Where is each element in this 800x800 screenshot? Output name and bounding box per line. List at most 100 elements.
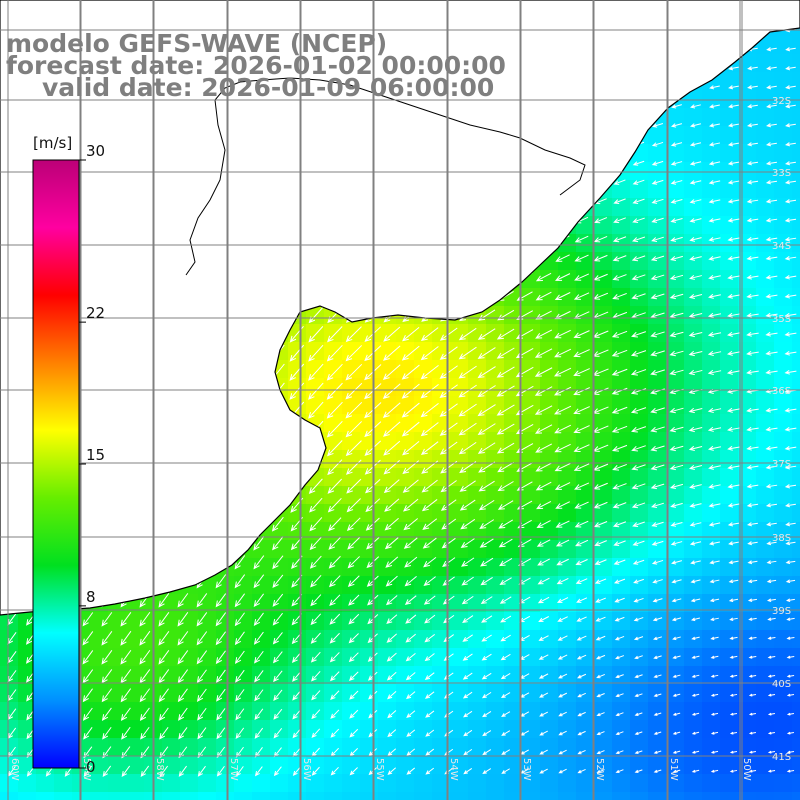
wind-cell bbox=[720, 684, 739, 703]
wind-arrow bbox=[631, 293, 646, 300]
wind-cell bbox=[774, 360, 793, 379]
wind-cell bbox=[576, 774, 595, 793]
wind-cell bbox=[522, 666, 541, 685]
wind-arrow bbox=[669, 369, 684, 376]
wind-cell bbox=[540, 288, 559, 307]
wind-arrow bbox=[728, 66, 739, 71]
wind-cell bbox=[594, 270, 613, 289]
wind-cell bbox=[306, 774, 325, 793]
wind-cell bbox=[756, 396, 775, 415]
wind-arrow bbox=[688, 312, 703, 319]
wind-cell bbox=[630, 324, 649, 343]
wind-arrow bbox=[746, 350, 759, 356]
wind-cell bbox=[270, 648, 289, 667]
wind-cell bbox=[720, 72, 739, 91]
wind-cell bbox=[738, 594, 757, 613]
wind-arrow bbox=[688, 369, 703, 376]
wind-arrow bbox=[308, 363, 324, 381]
wind-cell bbox=[90, 702, 109, 721]
wind-cell bbox=[720, 378, 739, 397]
wind-cell bbox=[450, 594, 469, 613]
wind-arrow bbox=[158, 611, 170, 627]
wind-arrow bbox=[611, 387, 628, 395]
wind-cell bbox=[378, 450, 397, 469]
wind-cell bbox=[0, 792, 19, 800]
wind-cell bbox=[432, 648, 451, 667]
wind-cell bbox=[288, 558, 307, 577]
wind-cell bbox=[396, 594, 415, 613]
wind-arrow bbox=[420, 422, 439, 437]
wind-cell bbox=[360, 792, 379, 800]
wind-cell bbox=[774, 36, 793, 55]
wind-arrow bbox=[688, 464, 703, 470]
wind-cell bbox=[306, 360, 325, 379]
wind-cell bbox=[792, 360, 800, 379]
wind-arrow bbox=[308, 478, 323, 494]
wind-cell bbox=[522, 540, 541, 559]
wind-arrow bbox=[632, 236, 646, 243]
wind-arrow bbox=[425, 767, 435, 775]
wind-arrow bbox=[120, 630, 132, 646]
wind-arrow bbox=[632, 217, 645, 224]
wind-cell bbox=[738, 738, 757, 757]
wind-cell bbox=[432, 414, 451, 433]
wind-arrow bbox=[120, 611, 132, 627]
wind-cell bbox=[126, 756, 145, 775]
wind-cell bbox=[684, 180, 703, 199]
wind-cell bbox=[342, 378, 361, 397]
wind-cell bbox=[270, 792, 289, 800]
wind-arrow bbox=[383, 345, 401, 361]
wind-arrow bbox=[534, 367, 553, 377]
wind-cell bbox=[630, 720, 649, 739]
wind-arrow bbox=[765, 312, 778, 318]
wind-arrow bbox=[101, 688, 113, 703]
wind-arrow bbox=[557, 635, 568, 641]
wind-cell bbox=[774, 306, 793, 325]
wind-cell bbox=[702, 720, 721, 739]
wind-cell bbox=[792, 180, 800, 199]
wind-cell bbox=[450, 738, 469, 757]
wind-arrow bbox=[689, 274, 702, 280]
wind-cell bbox=[540, 432, 559, 451]
wind-cell bbox=[576, 486, 595, 505]
wind-cell bbox=[558, 540, 577, 559]
wind-arrow bbox=[308, 326, 324, 343]
wind-cell bbox=[666, 288, 685, 307]
wind-arrow bbox=[710, 731, 719, 735]
wind-cell bbox=[378, 396, 397, 415]
wind-arrow bbox=[101, 631, 113, 646]
wind-cell bbox=[630, 702, 649, 721]
wind-arrow bbox=[558, 730, 567, 736]
wind-arrow bbox=[554, 482, 571, 490]
wind-cell bbox=[0, 774, 19, 793]
wind-cell bbox=[720, 792, 739, 800]
wind-arrow bbox=[747, 123, 758, 128]
wind-arrow bbox=[311, 671, 321, 682]
wind-arrow bbox=[554, 462, 571, 472]
wind-arrow bbox=[672, 769, 681, 773]
wind-arrow bbox=[534, 405, 553, 415]
wind-arrow bbox=[477, 385, 496, 398]
wind-cell bbox=[378, 540, 397, 559]
wind-arrow bbox=[784, 199, 797, 204]
wind-arrow bbox=[710, 636, 719, 640]
wind-cell bbox=[324, 414, 343, 433]
wind-arrow bbox=[140, 726, 150, 740]
wind-cell bbox=[594, 702, 613, 721]
wind-cell bbox=[216, 612, 235, 631]
wind-arrow bbox=[748, 655, 757, 659]
wind-cell bbox=[450, 522, 469, 541]
wind-arrow bbox=[595, 597, 606, 603]
wind-arrow bbox=[535, 272, 552, 282]
wind-cell bbox=[630, 774, 649, 793]
wind-cell bbox=[666, 774, 685, 793]
wind-cell bbox=[612, 576, 631, 595]
wind-arrow bbox=[746, 293, 759, 299]
wind-arrow bbox=[650, 293, 665, 300]
wind-arrow bbox=[537, 596, 550, 604]
wind-arrow bbox=[310, 632, 321, 644]
wind-arrow bbox=[289, 363, 305, 381]
wind-cell bbox=[756, 432, 775, 451]
wind-cell bbox=[666, 108, 685, 127]
wind-cell bbox=[702, 792, 721, 800]
